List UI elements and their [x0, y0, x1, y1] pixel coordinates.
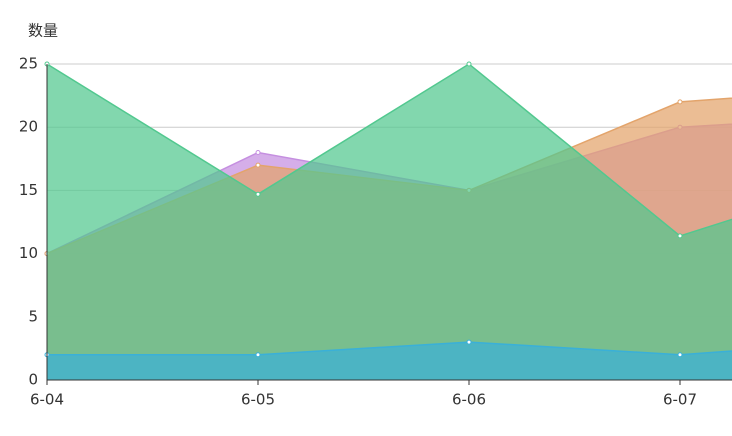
point: [255, 149, 261, 155]
x-tick-label: 6-05: [241, 391, 275, 409]
point: [677, 352, 683, 358]
point: [255, 191, 261, 197]
area: [47, 64, 732, 380]
point: [677, 233, 683, 239]
y-axis-name: 数量: [28, 22, 58, 40]
y-tick-label: 10: [19, 244, 38, 262]
y-tick-label: 20: [19, 118, 38, 136]
x-tick-label: 6-06: [452, 391, 486, 409]
x-tick-label: 6-04: [30, 391, 64, 409]
y-tick-label: 5: [28, 307, 38, 325]
y-tick-label: 0: [28, 371, 38, 389]
y-tick-label: 15: [19, 181, 38, 199]
area: [47, 342, 732, 380]
plot: 0 5 10 15 20 25: [19, 55, 732, 389]
point: [466, 339, 472, 345]
point: [255, 352, 261, 358]
point: [255, 162, 261, 168]
y-tick-label: 25: [19, 55, 38, 73]
point: [677, 99, 683, 105]
x-tick-label: 6-07: [663, 391, 697, 409]
point: [466, 61, 472, 67]
